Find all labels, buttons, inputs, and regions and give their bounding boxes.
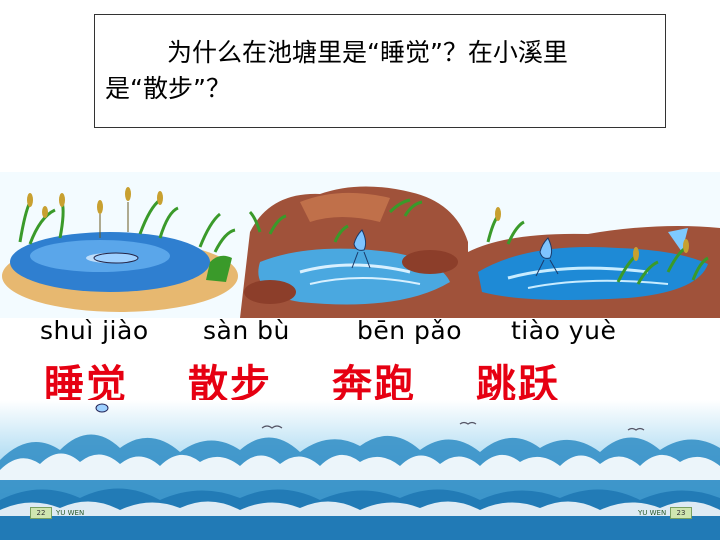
seagull-icon bbox=[261, 421, 645, 431]
question-box: 为什么在池塘里是“睡觉”？在小溪里 是“散步”？ bbox=[94, 14, 666, 128]
page-number-left: 22 bbox=[30, 507, 52, 519]
hanzi-row: 睡觉 散步 奔跑 跳跃 bbox=[0, 352, 720, 408]
brand-label-right: YU WEN bbox=[638, 509, 667, 517]
ocean-waves-image bbox=[0, 400, 720, 540]
pond-scene-image bbox=[0, 172, 240, 318]
scenes-strip bbox=[0, 172, 720, 318]
brand-label-left: YU WEN bbox=[56, 509, 85, 517]
fish-icon bbox=[95, 403, 109, 413]
creek-scene-image bbox=[240, 172, 468, 318]
pinyin-shui-jiao: shuì jiào bbox=[40, 316, 149, 345]
page-number-right: 23 bbox=[670, 507, 692, 519]
water-drop-character bbox=[351, 229, 371, 269]
pinyin-ben-pao: bēn pǎo bbox=[357, 316, 463, 345]
pinyin-tiao-yue: tiào yuè bbox=[511, 316, 617, 345]
question-line-2: 是“散步”？ bbox=[105, 74, 231, 103]
river-scene-image bbox=[468, 172, 720, 318]
question-line-1: 为什么在池塘里是“睡觉”？在小溪里 bbox=[167, 38, 568, 67]
pinyin-row: shuì jiào sàn bù bēn pǎo tiào yuè bbox=[0, 316, 720, 352]
pinyin-san-bu: sàn bù bbox=[203, 316, 290, 345]
